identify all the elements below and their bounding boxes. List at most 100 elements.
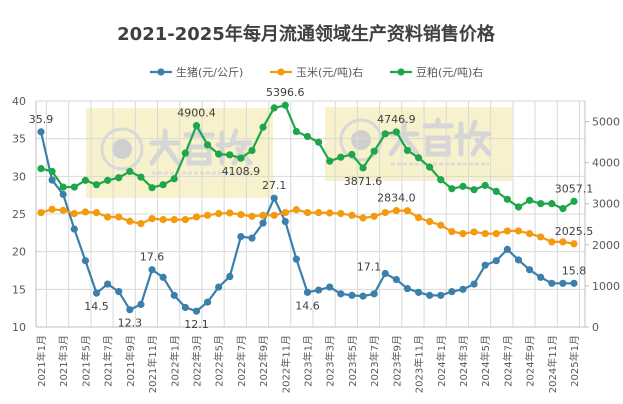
- data-point: [370, 147, 378, 155]
- data-point: [459, 182, 467, 190]
- data-point: [437, 221, 445, 229]
- data-point: [259, 123, 267, 131]
- data-point: [192, 122, 201, 130]
- data-point: [115, 174, 123, 182]
- data-point: [115, 287, 123, 296]
- data-point: [104, 176, 112, 184]
- legend-label-corn: 玉米(元/吨)右: [296, 65, 363, 79]
- data-point: [104, 280, 112, 288]
- y-left-tick-label: 35: [12, 133, 26, 146]
- data-point: [381, 209, 389, 217]
- data-point: [292, 206, 300, 214]
- x-tick-label: 2022年1月: [168, 335, 181, 387]
- data-point: [70, 209, 78, 218]
- x-tick-label: 2023年1月: [302, 335, 315, 387]
- legend: 生猪(元/公斤) 玉米(元/吨)右 豆粕(元/吨)右: [150, 65, 483, 79]
- data-point: [215, 150, 223, 158]
- data-point: [492, 187, 500, 195]
- data-point: [281, 217, 289, 226]
- data-point: [470, 280, 478, 288]
- data-point: [137, 300, 145, 308]
- data-point: [237, 233, 245, 241]
- data-point: [370, 212, 378, 220]
- data-point: [203, 298, 212, 306]
- y-right-tick-label: 0: [592, 321, 599, 334]
- y-left-tick-label: 20: [12, 246, 26, 259]
- data-point: [559, 279, 567, 287]
- x-tick-label: 2021年7月: [102, 335, 115, 387]
- data-point: [203, 211, 212, 219]
- series-layer: 35.9 14.5 12.3 17.6 12.1 27.1 14.6 17.1 15.8 2834…: [29, 86, 594, 331]
- x-tick-label: 2025年1月: [568, 335, 581, 387]
- data-point: [226, 272, 234, 281]
- watermark-logo-icon: [351, 130, 371, 150]
- y-left-tick-label: 40: [12, 95, 26, 108]
- data-label: 4108.9: [222, 165, 261, 178]
- y-right-tick-label: 5000: [592, 116, 620, 129]
- data-point: [270, 211, 278, 219]
- data-point: [126, 306, 134, 314]
- legend-marker-pig: [157, 68, 165, 76]
- data-point: [514, 227, 523, 235]
- data-point: [559, 205, 567, 213]
- y-left-tick-label: 25: [12, 208, 26, 221]
- x-tick-label: 2024年9月: [524, 335, 537, 387]
- data-label: 2834.0: [377, 192, 416, 205]
- data-point: [115, 213, 123, 221]
- data-point: [270, 104, 278, 112]
- legend-marker-soymeal: [397, 68, 405, 76]
- data-point: [137, 219, 145, 228]
- data-point: [215, 283, 223, 291]
- data-point: [226, 209, 234, 217]
- data-point: [259, 219, 267, 227]
- data-point: [503, 195, 511, 203]
- data-point: [203, 141, 212, 149]
- data-point: [414, 288, 423, 296]
- data-point: [426, 163, 434, 171]
- data-point: [481, 261, 489, 269]
- data-point: [381, 269, 389, 278]
- data-point: [37, 164, 45, 173]
- data-point: [548, 279, 556, 287]
- data-point: [92, 181, 101, 189]
- data-point: [92, 209, 101, 217]
- data-point: [181, 215, 189, 224]
- data-point: [170, 175, 178, 183]
- data-point: [81, 176, 90, 184]
- y-right-tick-label: 4000: [592, 157, 620, 170]
- data-label: 35.9: [29, 113, 54, 126]
- data-point: [470, 186, 478, 194]
- data-point: [81, 208, 90, 216]
- y-left-tick-label: 10: [12, 321, 26, 334]
- data-point: [326, 157, 334, 165]
- data-point: [392, 275, 400, 284]
- data-point: [248, 146, 256, 155]
- data-point: [326, 209, 334, 217]
- data-point: [503, 245, 511, 254]
- data-point: [514, 203, 523, 211]
- data-point: [337, 209, 345, 218]
- data-point: [537, 200, 545, 208]
- legend-marker-corn: [277, 68, 285, 76]
- data-point: [148, 266, 156, 274]
- data-point: [559, 238, 567, 246]
- watermark-glyph: [422, 117, 454, 157]
- x-tick-label: 2022年11月: [279, 335, 292, 393]
- data-point: [448, 227, 456, 236]
- watermark-glyph: [149, 128, 181, 166]
- data-point: [59, 190, 67, 199]
- data-point: [537, 233, 545, 241]
- data-point: [525, 196, 534, 204]
- series-pig: 35.9 14.5 12.3 17.6 12.1 27.1 14.6 17.1 15.8: [29, 113, 587, 331]
- data-point: [292, 255, 300, 263]
- data-point: [548, 200, 556, 208]
- data-point: [159, 273, 167, 281]
- data-point: [259, 211, 267, 219]
- data-point: [403, 146, 412, 155]
- data-point: [403, 284, 412, 293]
- data-point: [459, 285, 467, 293]
- y-left-tick-label: 30: [12, 170, 26, 183]
- data-point: [170, 215, 178, 224]
- x-tick-label: 2024年5月: [479, 335, 492, 387]
- data-point: [570, 240, 578, 248]
